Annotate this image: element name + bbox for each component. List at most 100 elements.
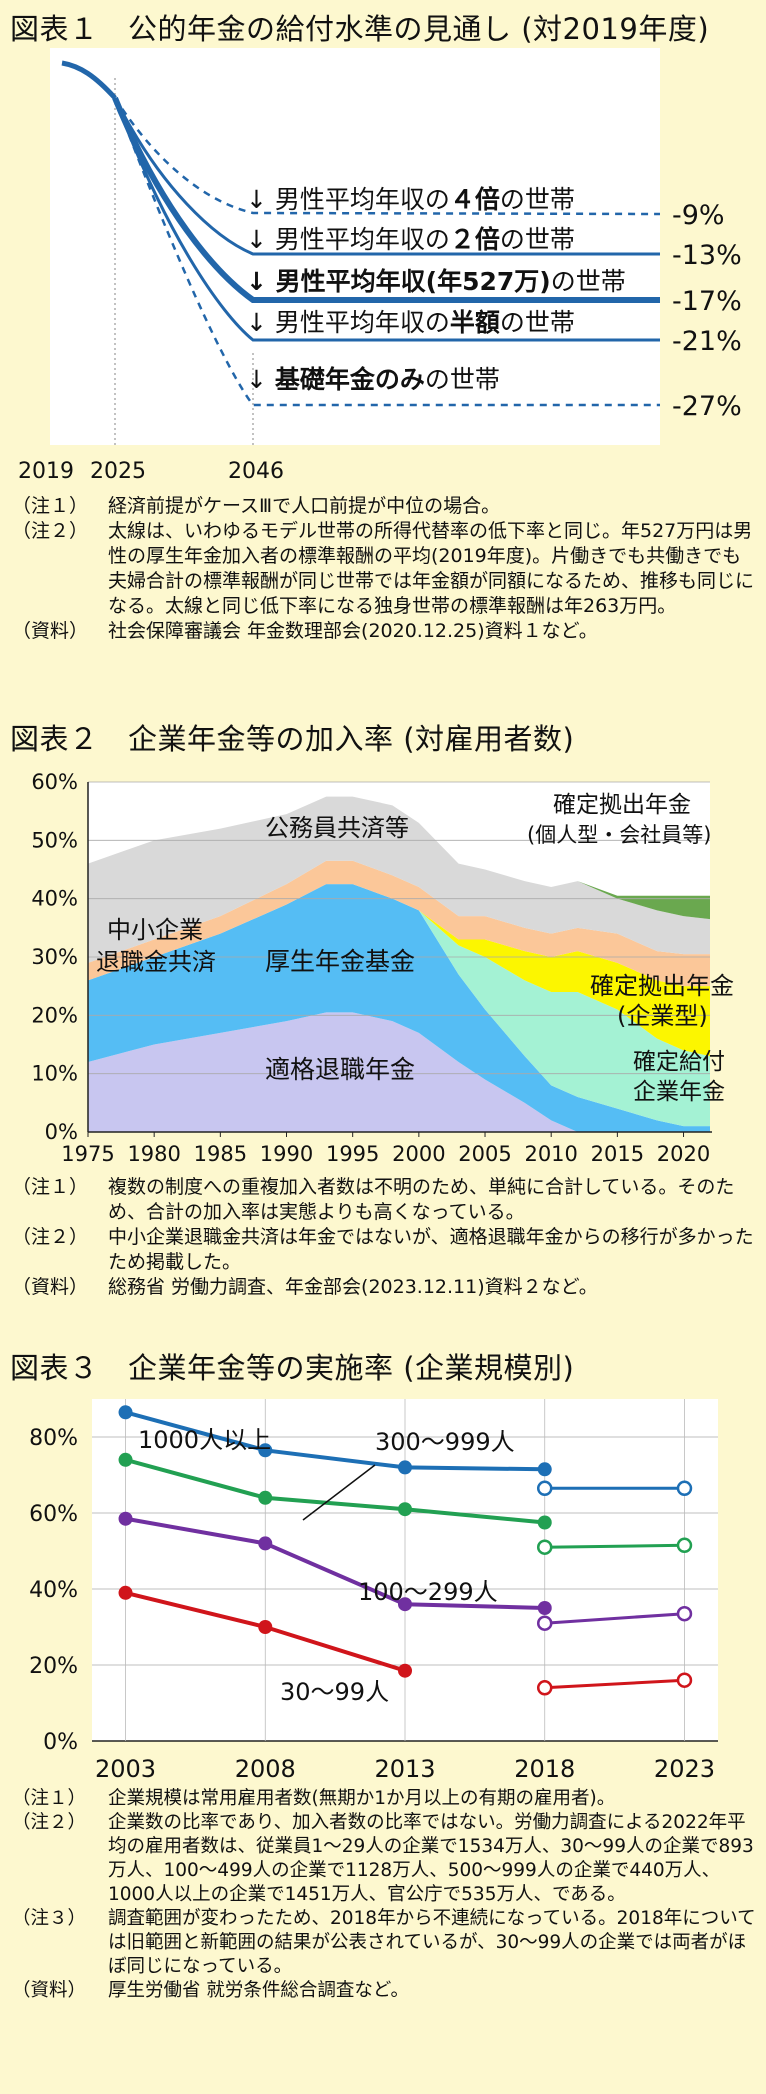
fig2-xtick: 2015 xyxy=(591,1142,644,1166)
fig3-title: 図表３ 企業年金等の実施率 (企業規模別) xyxy=(10,1351,575,1385)
fig3-point xyxy=(118,1452,133,1467)
fig1-series-avg-thick xyxy=(112,96,660,303)
fig2-ytick: 0% xyxy=(45,1120,78,1144)
fig3-point xyxy=(537,1462,552,1477)
fig2-xtick: 2000 xyxy=(392,1142,445,1166)
fig3-label-30-99: 30～99人 xyxy=(280,1678,389,1706)
fig2-label-dc-corporate: 確定拠出年金 xyxy=(590,972,734,1000)
fig2-note-2: （注２） 中小企業退職金共済は年金ではないが、適格退職年金からの移行が多かったため… xyxy=(12,1226,754,1273)
fig3-ytick: 40% xyxy=(29,1578,78,1603)
fig1-pct-avg: -17% xyxy=(672,286,742,317)
fig3-point xyxy=(258,1490,273,1505)
fig3-line-new-3 xyxy=(544,1678,685,1690)
fig1-series-basic-dashed xyxy=(113,97,660,407)
fig3-point-new xyxy=(536,1615,553,1631)
fig3-point xyxy=(537,1515,552,1530)
fig1-label-half: ↓ 男性平均年収の半額の世帯 xyxy=(246,308,575,337)
fig2-xtick: 2020 xyxy=(657,1142,710,1166)
fig1-pct-basic: -27% xyxy=(672,391,742,422)
fig2-area-1 xyxy=(88,884,710,1132)
fig1-pct-2x: -13% xyxy=(672,240,742,271)
fig1-plot-area xyxy=(50,48,660,445)
fig2-area-5 xyxy=(88,796,710,963)
fig2-label-db-2: 企業年金 xyxy=(633,1079,725,1105)
fig1-note-2: （注２） 太線は、いわゆるモデル世帯の所得代替率の低下率と同じ。年527万円は男性… xyxy=(12,520,755,617)
fig3-line-new-1 xyxy=(544,1543,685,1549)
fig1-xtick-2019: 2019 xyxy=(18,459,74,484)
fig2-label-efp: 厚生年金基金 xyxy=(265,947,415,976)
fig3-line-new-2 xyxy=(544,1612,685,1625)
fig2-xtick: 2005 xyxy=(458,1142,511,1166)
fig1-xtick-2046: 2046 xyxy=(228,459,284,484)
fig3-notes: （注１） 企業規模は常用雇用者数(無期か1か月以上の有期の雇用者)。 （注２） 企業… xyxy=(12,1787,756,2003)
fig3-ytick: 0% xyxy=(43,1730,78,1755)
fig3-point-new xyxy=(536,1680,553,1696)
fig2-ytick: 30% xyxy=(31,945,78,969)
fig3-point-new xyxy=(676,1480,693,1497)
fig3-chart: 0% 20% 40% 60% 80% 2003 2008 2013 2018 2023 1000人… xyxy=(29,1399,718,1783)
fig2-label-dc-individual-sub: (個人型・会社員等) xyxy=(527,823,711,847)
fig3-point-new xyxy=(676,1672,693,1688)
fig3-point-new xyxy=(676,1605,693,1622)
fig1-series-4x-dashed xyxy=(113,97,661,216)
fig3-note-3: （注３） 調査範囲が変わったため、2018年から不連続になっている。2018年につ… xyxy=(12,1908,756,1977)
fig2-xtick: 1985 xyxy=(194,1142,247,1166)
fig3-point xyxy=(258,1536,273,1551)
fig3-point xyxy=(398,1597,412,1612)
fig3-point-new xyxy=(536,1480,553,1497)
fig1-title: 図表１ 公的年金の給付水準の見通し (対2019年度) xyxy=(10,12,710,46)
fig2-label-db-1: 確定給付 xyxy=(633,1049,725,1075)
fig3-note-2: （注２） 企業数の比率であり、加入者数の比率ではない。労働力調査による2022年平… xyxy=(12,1812,754,1905)
fig3-point xyxy=(537,1601,552,1615)
fig3-xtick: 2008 xyxy=(235,1755,296,1783)
fig1-notes: （注１） 経済前提がケースⅢで人口前提が中位の場合。 （注２） 太線は、いわゆるモデ… xyxy=(12,494,756,644)
fig2-ytick: 50% xyxy=(31,828,78,852)
fig2-title: 図表２ 企業年金等の加入率 (対雇用者数) xyxy=(10,722,575,756)
fig2-label-civil-servant: 公務員共済等 xyxy=(265,814,409,842)
fig3-callout-300-999 xyxy=(302,1464,376,1521)
fig3-line-old-1 xyxy=(125,1457,545,1525)
fig2-label-smb-2: 退職金共済 xyxy=(96,948,216,976)
fig2-area-3 xyxy=(88,884,710,1057)
fig2-area-0 xyxy=(88,1012,710,1132)
fig1-note-1: （注１） 経済前提がケースⅢで人口前提が中位の場合。 xyxy=(12,495,501,517)
fig2-note-source: （資料） 総務省 労働力調査、年金部会(2023.12.11)資料２など。 xyxy=(12,1276,598,1298)
fig2-note-1: （注１） 複数の制度への重複加入者数は不明のため、単純に合計している。そのため、合… xyxy=(12,1176,735,1223)
fig3-label-1000: 1000人以上 xyxy=(138,1426,271,1454)
fig1-label-basic: ↓ 基礎年金のみの世帯 xyxy=(246,365,500,394)
fig1-common-start-line xyxy=(61,60,117,100)
fig1-label-avg: ↓ 男性平均年収(年527万)の世帯 xyxy=(246,267,626,296)
fig1-note-source: （資料） 社会保障審議会 年金数理部会(2020.12.25)資料１など。 xyxy=(12,620,598,642)
fig3-xtick: 2003 xyxy=(95,1755,156,1783)
fig2-area-2 xyxy=(88,884,710,1127)
fig2-xtick: 1995 xyxy=(326,1142,379,1166)
fig2-xtick: 1980 xyxy=(127,1142,180,1166)
fig3-point-new xyxy=(676,1537,693,1554)
fig1-pct-half: -21% xyxy=(672,326,742,357)
fig3-ytick: 80% xyxy=(29,1426,78,1451)
fig2-label-smb-1: 中小企業 xyxy=(107,916,203,944)
fig2-ytick: 10% xyxy=(31,1062,78,1086)
fig2-xtick: 1975 xyxy=(61,1142,114,1166)
fig2-ytick: 40% xyxy=(31,887,78,911)
fig1-label-2x: ↓ 男性平均年収の２倍の世帯 xyxy=(246,225,575,254)
fig3-xtick: 2023 xyxy=(654,1755,715,1783)
fig2-ytick: 20% xyxy=(31,1003,78,1027)
fig3-point xyxy=(398,1663,412,1678)
fig2-notes: （注１） 複数の制度への重複加入者数は不明のため、単純に合計している。そのため、合… xyxy=(12,1175,756,1300)
fig3-point xyxy=(258,1443,273,1458)
fig1-label-4x: ↓ 男性平均年収の４倍の世帯 xyxy=(246,185,575,214)
fig3-note-1: （注１） 企業規模は常用雇用者数(無期か1か月以上の有期の雇用者)。 xyxy=(12,1788,616,1809)
fig3-point xyxy=(118,1405,133,1420)
fig1-xtick-2025: 2025 xyxy=(90,459,146,484)
fig2-xtick: 1990 xyxy=(260,1142,313,1166)
fig3-point xyxy=(398,1460,412,1475)
fig3-line-old-0 xyxy=(125,1410,545,1472)
fig3-point xyxy=(118,1585,133,1600)
fig1-chart: ↓ 男性平均年収の４倍の世帯 ↓ 男性平均年収の２倍の世帯 ↓ 男性平均年収(年… xyxy=(18,48,742,484)
fig3-ytick: 20% xyxy=(29,1654,78,1679)
fig2-label-qualified: 適格退職年金 xyxy=(265,1055,415,1084)
fig2-area-6 xyxy=(88,796,710,920)
fig2-label-dc-individual: 確定拠出年金 xyxy=(553,792,691,818)
fig3-point xyxy=(118,1511,133,1526)
